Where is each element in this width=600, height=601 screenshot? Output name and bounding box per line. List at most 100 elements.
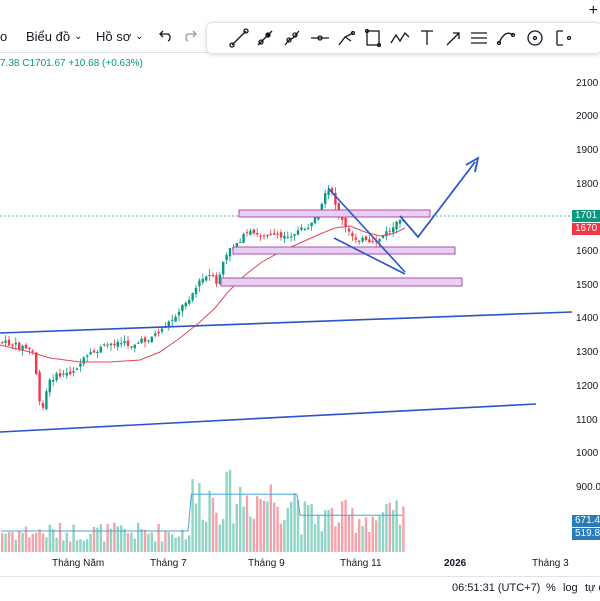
candle-body	[198, 280, 201, 287]
volume-bar	[395, 500, 398, 552]
parallel-channel-icon[interactable]	[471, 32, 487, 44]
candles	[1, 184, 405, 411]
candle-body	[398, 219, 402, 224]
candle-body	[296, 230, 300, 235]
line-icon[interactable]	[229, 28, 249, 48]
candle-body	[99, 346, 102, 353]
candle-body	[347, 228, 351, 232]
candle-body	[205, 276, 208, 281]
template-menu-button[interactable]: Hồ sơ ⌄	[96, 24, 144, 48]
candle-body	[388, 230, 391, 232]
volume-bar	[140, 528, 143, 552]
undo-icon[interactable]	[156, 26, 176, 46]
candle-body	[167, 321, 170, 327]
horizontal-line-icon[interactable]	[311, 35, 329, 41]
candle-body	[269, 233, 272, 235]
ray-icon[interactable]	[257, 30, 273, 46]
volume-bar	[62, 540, 65, 552]
volume-bar	[392, 509, 395, 552]
candle-body	[82, 357, 85, 364]
volume-bar	[38, 529, 41, 552]
path-icon[interactable]	[390, 31, 410, 44]
candle-body	[245, 232, 249, 234]
volume-bar	[354, 532, 357, 552]
volume-bar	[191, 479, 194, 552]
volume-bar	[303, 501, 306, 552]
toolbar-left-fragment[interactable]: o	[0, 28, 8, 44]
brush-icon[interactable]	[338, 30, 356, 46]
volume-bar	[313, 524, 317, 552]
arrow-icon[interactable]	[446, 32, 460, 46]
candle-body	[276, 233, 279, 235]
projection-path[interactable]	[399, 161, 476, 239]
candle-body	[140, 338, 143, 343]
candle-body	[62, 373, 65, 375]
log-scale-button[interactable]: log	[563, 582, 578, 594]
candle-body	[262, 235, 266, 237]
curve-icon[interactable]	[496, 32, 516, 46]
candle-body	[286, 236, 289, 238]
volume-bar	[167, 532, 170, 552]
candle-body	[354, 237, 357, 240]
candle-body	[24, 344, 28, 349]
price-axis-label: 1300	[576, 347, 599, 358]
circle-icon[interactable]	[527, 30, 543, 46]
support-zone-2[interactable]	[220, 277, 463, 287]
candle-body	[327, 190, 330, 195]
support-zone-1[interactable]	[232, 246, 456, 255]
candle-body	[225, 254, 228, 261]
resistance-zone[interactable]	[238, 209, 431, 218]
volume-bar	[174, 537, 177, 552]
ma-value-tag: 1670	[572, 223, 600, 235]
candle-body	[58, 373, 62, 377]
volume-bar	[164, 531, 167, 552]
volume-bar	[361, 526, 364, 552]
volume-bar	[48, 524, 51, 552]
price-axis-label: 2000	[576, 111, 599, 122]
volume-bar	[385, 503, 388, 552]
volume-bar	[293, 492, 296, 552]
triangle-upper-line[interactable]	[327, 187, 406, 273]
candle-body	[45, 391, 48, 410]
extended-line-icon[interactable]	[284, 30, 300, 46]
candle-body	[337, 203, 340, 215]
fib-icon[interactable]	[556, 30, 572, 46]
candle-body	[79, 363, 82, 367]
chart-menu-button[interactable]: Biểu đồ ⌄	[26, 24, 82, 48]
triangle-lower-line[interactable]	[333, 237, 406, 275]
redo-icon[interactable]	[180, 26, 200, 46]
add-button[interactable]: +	[588, 2, 598, 19]
auto-scale-button[interactable]: tự đ	[585, 582, 600, 594]
candle-body	[371, 240, 374, 242]
clock-display[interactable]: 06:51:31 (UTC+7)	[452, 582, 541, 594]
volume-bar	[96, 527, 99, 552]
template-menu-label: Hồ sơ	[96, 28, 132, 44]
price-chart[interactable]	[0, 52, 572, 554]
volume-bar	[198, 483, 201, 552]
candle-body	[395, 221, 398, 230]
volume-bar	[307, 505, 310, 552]
candle-body	[133, 344, 136, 349]
volume-bar	[300, 534, 303, 552]
volume-ma-tag: 519.8	[572, 528, 600, 540]
candle-body	[154, 333, 157, 336]
volume-bar	[41, 533, 45, 552]
candle-body	[324, 193, 327, 204]
volume-bar	[388, 502, 391, 552]
last-price-tag: 1701	[572, 210, 600, 222]
text-icon[interactable]	[421, 30, 433, 45]
volume-bar	[351, 508, 354, 552]
volume-bar	[147, 533, 150, 552]
volume-bar	[201, 519, 204, 552]
candle-body	[283, 235, 286, 239]
rectangle-icon[interactable]	[364, 28, 382, 48]
upper-channel-line[interactable]	[0, 311, 572, 334]
lower-channel-line[interactable]	[0, 403, 537, 433]
volume-bar	[31, 533, 34, 552]
volume-bar	[341, 501, 344, 552]
volume-bar	[35, 532, 38, 552]
volume-bar	[296, 499, 300, 552]
volume-bar	[14, 539, 17, 552]
percent-scale-button[interactable]: %	[546, 582, 556, 594]
candle-body	[256, 233, 259, 235]
